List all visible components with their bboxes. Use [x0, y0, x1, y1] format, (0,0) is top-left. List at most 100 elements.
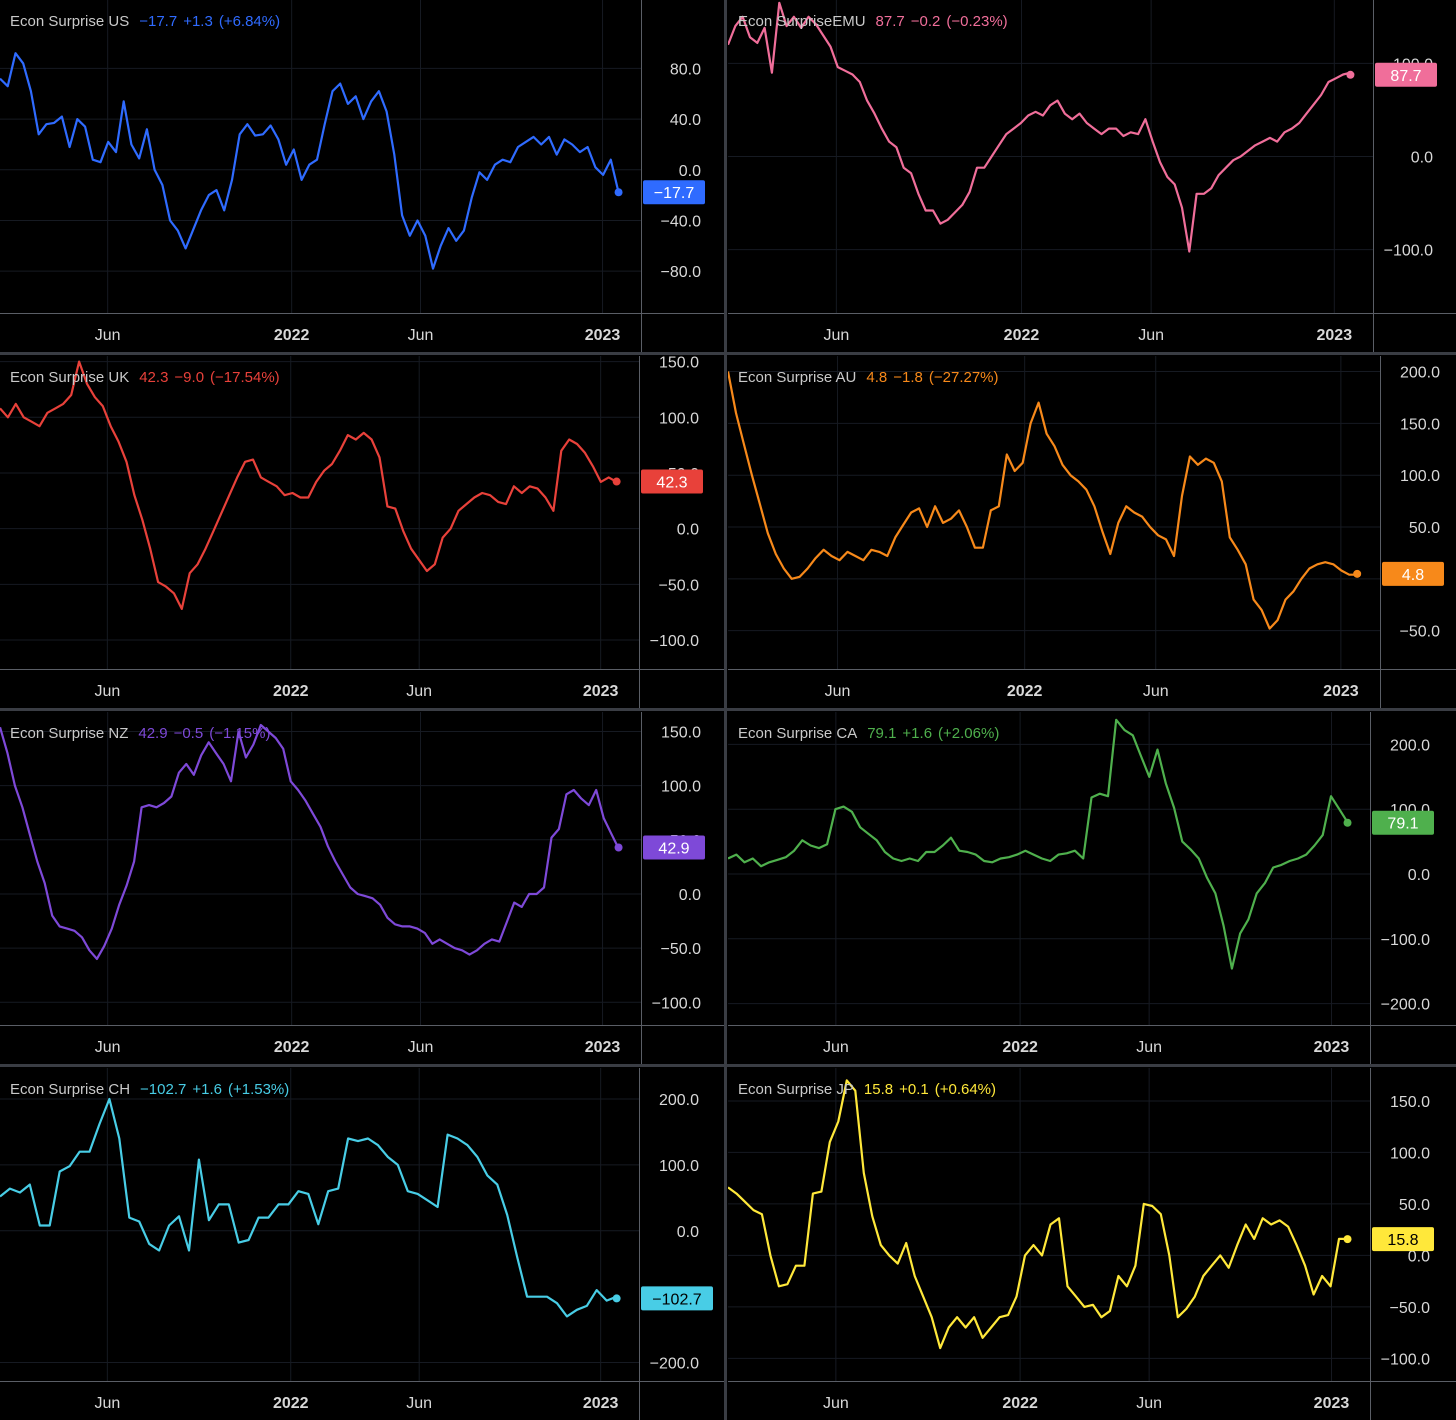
- y-tick-label: −80.0: [661, 264, 702, 281]
- y-tick-label: 50.0: [1409, 520, 1440, 537]
- series-name: Econ Surprise CH: [10, 1081, 131, 1098]
- last-value-tag-text: −102.7: [652, 1291, 701, 1308]
- y-tick-label: −50.0: [1400, 624, 1441, 641]
- x-tick-label: Jun: [95, 327, 121, 344]
- chart-header: Econ Surprise JP 15.8 +0.1 (+0.64%): [738, 1081, 996, 1098]
- last-value-tag-text: 15.8: [1387, 1232, 1418, 1249]
- chart-panel: 150.0 100.0 50.0 0.0 −50.0 −100.0 15.8 Jun 2022 J…: [728, 1068, 1456, 1420]
- x-tick-label: 2023: [585, 327, 621, 344]
- last-value: 87.7: [875, 13, 905, 30]
- series-line: [0, 360, 618, 610]
- y-tick-label: −50.0: [661, 941, 702, 958]
- series-line: [728, 1079, 1348, 1350]
- series-name: Econ SurpriseEMU: [738, 13, 866, 30]
- y-tick-label: −100.0: [650, 633, 699, 650]
- chart-svg: 150.0 100.0 50.0 0.0 −50.0 −100.0 15.8 Jun 2022 J…: [728, 1068, 1456, 1420]
- change-value: −0.5: [173, 725, 204, 742]
- y-tick-label: 200.0: [659, 1092, 699, 1109]
- last-value: 42.3: [139, 369, 169, 386]
- x-tick-label: Jun: [1136, 1039, 1162, 1056]
- x-tick-label: 2023: [1317, 327, 1353, 344]
- last-value-tag: [641, 469, 703, 494]
- y-tick-label: 150.0: [1390, 1094, 1430, 1111]
- chart-header: Econ Surprise CH −102.7 +1.6 (+1.53%): [10, 1081, 289, 1098]
- panel-divider: [0, 708, 1456, 711]
- y-tick-label: 0.0: [1411, 150, 1433, 167]
- x-tick-label: 2022: [273, 683, 309, 700]
- x-tick-label: 2022: [1007, 683, 1043, 700]
- chart-header: Econ Surprise AU 4.8 −1.8 (−27.27%): [738, 369, 999, 386]
- chart-header: Econ Surprise UK 42.3 −9.0 (−17.54%): [10, 369, 280, 386]
- chart-svg: 200.0150.0100.050.00.0−50.04.8Jun2022Jun…: [728, 356, 1456, 708]
- x-tick-label: Jun: [823, 327, 849, 344]
- change-percent: (−17.54%): [210, 369, 280, 386]
- last-value-tag: [1372, 1227, 1434, 1252]
- y-tick-label: 100.0: [1400, 468, 1440, 485]
- x-tick-label: Jun: [1136, 1395, 1162, 1412]
- last-value: −102.7: [140, 1081, 187, 1098]
- y-tick-label: 0.0: [677, 1224, 699, 1241]
- x-tick-label: Jun: [406, 1395, 432, 1412]
- y-tick-label: −100.0: [652, 995, 701, 1012]
- y-tick-label: 200.0: [1400, 365, 1440, 382]
- chart-panel: 200.0 100.0 0.0 −100.0 −200.0 79.1 Jun 2022 Jun 2…: [728, 712, 1456, 1064]
- last-value: 15.8: [863, 1081, 894, 1098]
- series-line: [728, 1, 1351, 253]
- chart-svg: 150.0100.050.00.0−50.0−100.042.9Jun2022J…: [0, 712, 724, 1064]
- y-tick-label: 200.0: [1390, 737, 1430, 754]
- chart-svg: 200.0 100.0 0.0 −200.0 −102.7 Jun 2022 Jun 2023: [0, 1068, 724, 1420]
- series-name: Econ Surprise NZ: [10, 725, 129, 742]
- last-value-tag: [643, 180, 705, 205]
- x-tick-label: Jun: [1143, 683, 1169, 700]
- y-tick-label: −50.0: [1390, 1300, 1431, 1317]
- change-value: +1.6: [192, 1081, 222, 1098]
- last-value-tag: [1375, 62, 1437, 87]
- y-tick-label: −200.0: [1381, 997, 1430, 1014]
- chart-panel: 150.0100.050.00.0−50.0−100.042.3Jun2022J…: [0, 356, 724, 708]
- last-value-tag: [643, 835, 705, 860]
- x-tick-label: 2023: [583, 1395, 619, 1412]
- x-tick-label: 2023: [1314, 1039, 1350, 1056]
- y-tick-label: 0.0: [677, 522, 699, 539]
- chart-header: Econ SurpriseEMU 87.7 −0.2 (−0.23%): [738, 13, 1008, 30]
- x-tick-label: Jun: [825, 683, 851, 700]
- y-tick-label: −100.0: [1384, 243, 1433, 260]
- y-tick-label: 100.0: [659, 410, 699, 427]
- x-tick-label: 2022: [274, 327, 310, 344]
- y-tick-label: 40.0: [670, 112, 701, 129]
- x-tick-label: Jun: [408, 327, 434, 344]
- x-tick-label: 2023: [585, 1039, 621, 1056]
- x-tick-label: Jun: [823, 1395, 849, 1412]
- x-tick-label: 2022: [1002, 1395, 1038, 1412]
- y-tick-label: 100.0: [661, 779, 701, 796]
- series-name: Econ Surprise CA: [738, 725, 858, 742]
- series-name: Econ Surprise US: [10, 13, 130, 30]
- change-value: −1.8: [893, 369, 923, 386]
- y-tick-label: 100.0: [1390, 1145, 1430, 1162]
- change-value: +1.3: [183, 13, 213, 30]
- change-value: +1.6: [902, 725, 933, 742]
- series-line: [728, 718, 1349, 970]
- y-tick-label: 50.0: [1399, 1197, 1430, 1214]
- x-tick-label: Jun: [1138, 327, 1164, 344]
- chart-svg: 150.0100.050.00.0−50.0−100.042.3Jun2022J…: [0, 356, 724, 708]
- series-line: [0, 52, 620, 270]
- x-tick-label: 2022: [274, 1039, 310, 1056]
- last-value: 4.8: [866, 369, 888, 386]
- last-point-dot: [614, 188, 623, 197]
- y-tick-label: −100.0: [1381, 1351, 1430, 1368]
- chart-header: Econ Surprise NZ 42.9 −0.5 (−1.15%): [10, 725, 271, 742]
- y-tick-label: 80.0: [670, 61, 701, 78]
- series-name: Econ Surprise JP: [738, 1081, 854, 1098]
- y-tick-label: 100.0: [659, 1158, 699, 1175]
- change-percent: (+1.53%): [227, 1081, 290, 1098]
- x-tick-label: 2023: [1314, 1395, 1350, 1412]
- chart-header: Econ Surprise CA 79.1 +1.6 (+2.06%): [738, 725, 999, 742]
- series-line: [0, 723, 620, 960]
- last-value-tag: [1372, 810, 1434, 835]
- last-value: 79.1: [867, 725, 897, 742]
- y-tick-label: −50.0: [659, 577, 700, 594]
- change-percent: (−1.15%): [209, 725, 271, 742]
- last-value-tag-text: −17.7: [654, 185, 695, 202]
